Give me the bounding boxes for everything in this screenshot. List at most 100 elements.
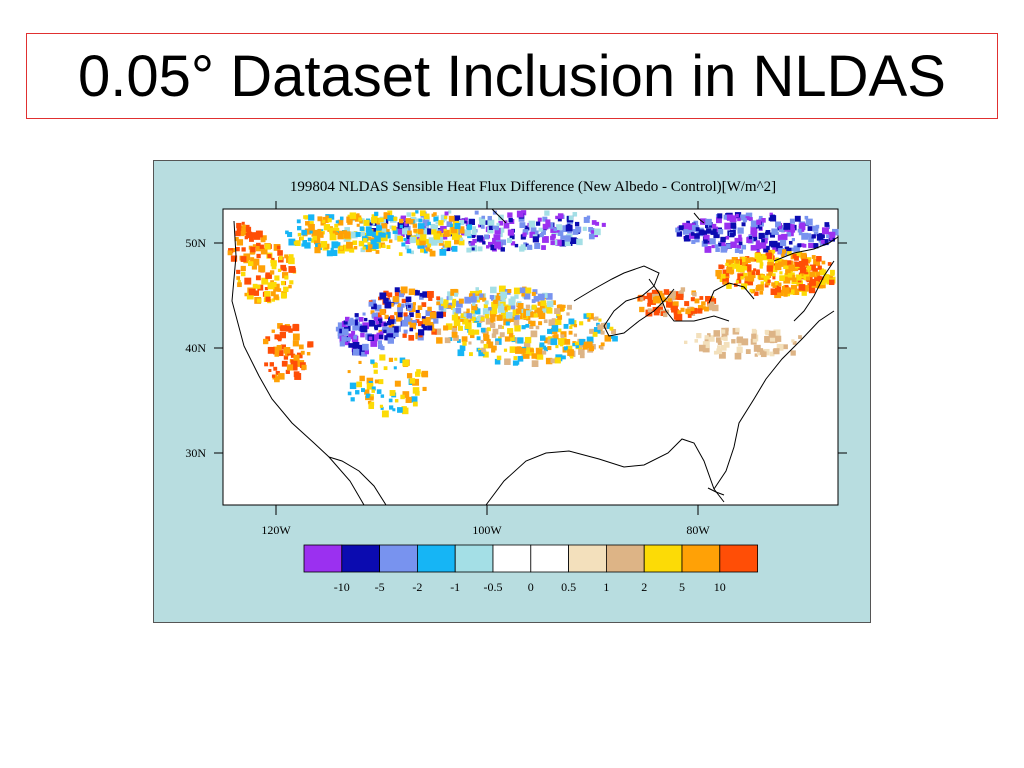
- flux-cell: [280, 292, 287, 299]
- flux-cell: [371, 389, 375, 393]
- flux-cell: [809, 264, 816, 271]
- flux-cell: [513, 319, 520, 326]
- flux-cell: [412, 223, 418, 228]
- flux-cell: [759, 262, 764, 266]
- flux-cell: [278, 373, 285, 380]
- flux-cell: [792, 277, 797, 282]
- flux-cell: [440, 225, 447, 233]
- flux-cell: [360, 231, 365, 237]
- flux-cell: [747, 274, 755, 282]
- flux-cell: [651, 289, 659, 297]
- flux-cell: [416, 369, 421, 374]
- flux-cell: [705, 295, 711, 302]
- flux-cell: [300, 236, 304, 241]
- flux-cell: [290, 267, 296, 273]
- flux-cell: [255, 275, 261, 281]
- flux-cell: [611, 329, 617, 335]
- flux-cell: [267, 346, 275, 354]
- flux-cell: [823, 277, 829, 283]
- flux-cell: [394, 292, 399, 297]
- flux-cell: [457, 349, 465, 357]
- flux-cell: [392, 330, 399, 338]
- flux-cell: [475, 295, 480, 300]
- flux-cell: [797, 252, 801, 256]
- flux-cell: [579, 338, 586, 346]
- flux-cell: [429, 248, 433, 253]
- flux-cell: [738, 241, 743, 246]
- flux-cell: [546, 300, 554, 308]
- flux-cell: [488, 306, 492, 311]
- flux-cell: [702, 345, 710, 353]
- flux-cell: [802, 243, 807, 248]
- flux-cell: [762, 255, 767, 261]
- flux-cell: [481, 215, 486, 220]
- legend-label: -2: [412, 580, 422, 594]
- flux-cell: [544, 337, 551, 344]
- flux-cell: [332, 230, 337, 235]
- flux-cell: [768, 330, 776, 338]
- flux-cell: [277, 323, 283, 329]
- flux-cell: [458, 298, 464, 304]
- flux-cell: [227, 250, 233, 256]
- flux-cell: [237, 282, 242, 288]
- flux-cell: [317, 216, 323, 222]
- flux-cell: [320, 241, 328, 248]
- flux-cell: [685, 308, 691, 315]
- flux-cell: [773, 348, 780, 355]
- flux-cell: [569, 325, 573, 330]
- flux-cell: [356, 213, 360, 217]
- flux-cell: [524, 225, 530, 231]
- flux-cell: [451, 314, 458, 321]
- flux-cell: [288, 328, 293, 333]
- flux-cell: [389, 405, 394, 410]
- flux-cell: [769, 212, 773, 217]
- flux-cell: [268, 368, 272, 373]
- flux-cell: [369, 396, 374, 401]
- flux-cell: [716, 348, 723, 355]
- flux-cell: [673, 313, 680, 320]
- flux-cell: [550, 338, 558, 346]
- flux-cell: [386, 320, 392, 326]
- flux-cell: [663, 289, 670, 295]
- flux-cell: [704, 306, 709, 312]
- flux-cell: [722, 269, 730, 277]
- flux-cell: [717, 213, 723, 219]
- flux-cell: [572, 212, 578, 217]
- flux-cell: [519, 246, 525, 252]
- flux-cell: [384, 301, 392, 309]
- flux-cell: [500, 303, 504, 307]
- flux-cell: [713, 231, 720, 239]
- flux-cell: [398, 252, 403, 256]
- flux-cell: [443, 231, 450, 237]
- flux-cell: [453, 319, 461, 327]
- flux-cell: [360, 247, 366, 253]
- flux-cell: [358, 360, 362, 364]
- flux-cell: [678, 225, 684, 231]
- legend-swatch: [492, 544, 532, 573]
- flux-cell: [444, 337, 451, 344]
- flux-cell: [562, 225, 570, 233]
- flux-cell: [260, 247, 268, 255]
- flux-cell: [251, 264, 257, 270]
- flux-cell: [388, 239, 393, 243]
- flux-cell: [731, 257, 738, 264]
- flux-cell: [418, 218, 423, 223]
- flux-cell: [570, 237, 577, 245]
- flux-cell: [240, 265, 246, 272]
- flux-cell: [525, 323, 530, 328]
- slide-title: 0.05° Dataset Inclusion in NLDAS: [78, 43, 946, 109]
- legend-label: 5: [679, 580, 685, 594]
- flux-cell: [520, 315, 524, 320]
- flux-cell: [443, 325, 449, 331]
- flux-cell: [725, 327, 729, 332]
- flux-cell: [764, 335, 771, 343]
- flux-cell: [768, 271, 773, 277]
- flux-cell: [755, 243, 761, 250]
- flux-cell: [265, 336, 271, 342]
- flux-cell: [237, 279, 241, 284]
- flux-cell: [271, 329, 275, 333]
- flux-cell: [440, 311, 447, 317]
- flux-cell: [547, 346, 552, 351]
- flux-cell: [360, 332, 365, 338]
- flux-cell: [334, 223, 339, 228]
